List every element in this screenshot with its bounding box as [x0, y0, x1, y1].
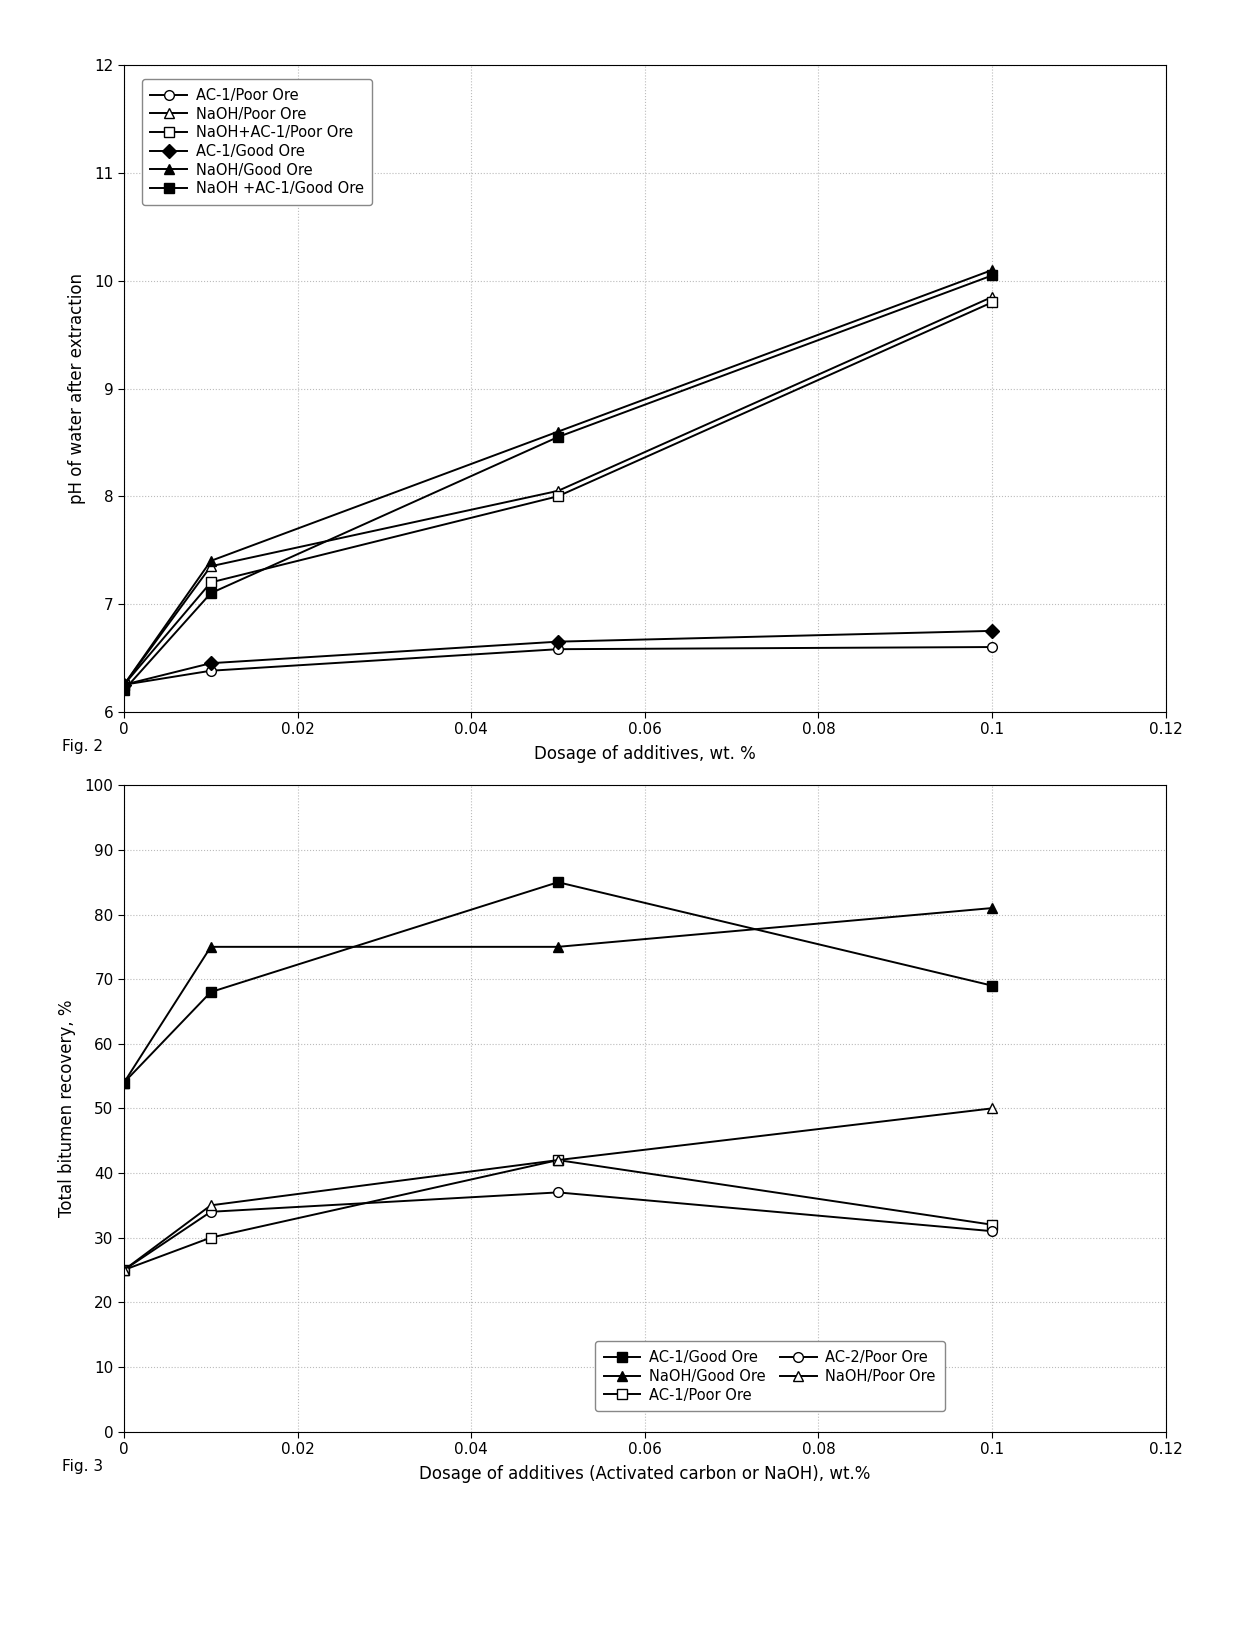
X-axis label: Dosage of additives (Activated carbon or NaOH), wt.%: Dosage of additives (Activated carbon or… [419, 1466, 870, 1484]
Y-axis label: Total bitumen recovery, %: Total bitumen recovery, % [58, 1000, 77, 1217]
Legend: AC-1/Poor Ore, NaOH/Poor Ore, NaOH+AC-1/Poor Ore, AC-1/Good Ore, NaOH/Good Ore, : AC-1/Poor Ore, NaOH/Poor Ore, NaOH+AC-1/… [141, 79, 372, 204]
Text: Fig. 3: Fig. 3 [62, 1459, 103, 1474]
X-axis label: Dosage of additives, wt. %: Dosage of additives, wt. % [534, 746, 755, 764]
Y-axis label: pH of water after extraction: pH of water after extraction [68, 273, 86, 504]
Text: Fig. 2: Fig. 2 [62, 739, 103, 754]
Legend: AC-1/Good Ore, NaOH/Good Ore, AC-1/Poor Ore, AC-2/Poor Ore, NaOH/Poor Ore: AC-1/Good Ore, NaOH/Good Ore, AC-1/Poor … [595, 1342, 945, 1412]
